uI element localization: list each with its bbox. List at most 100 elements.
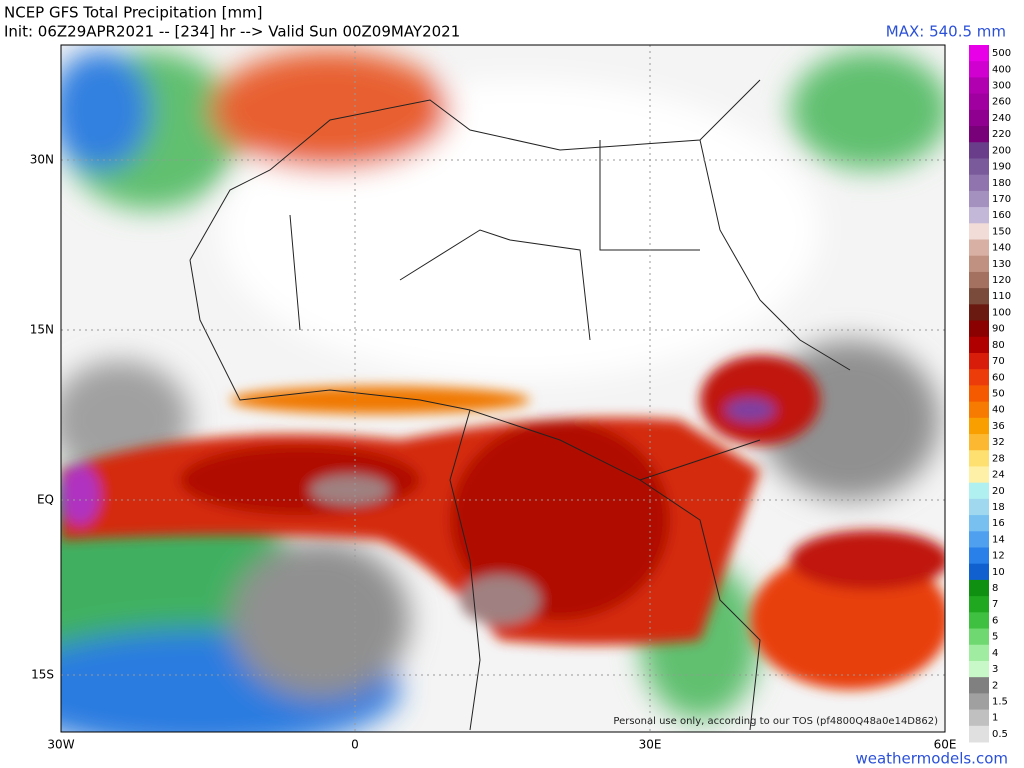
- colorbar-label: 60: [992, 372, 1005, 383]
- colorbar-swatch: [969, 255, 989, 273]
- colorbar-label: 120: [992, 275, 1011, 286]
- colorbar-label: 2: [992, 680, 998, 691]
- colorbar-swatch: [969, 126, 989, 143]
- colorbar-swatch: [969, 45, 989, 62]
- colorbar-label: 6: [992, 615, 998, 626]
- colorbar-swatch: [969, 288, 989, 305]
- colorbar-swatch: [969, 77, 989, 95]
- colorbar-swatch: [969, 515, 989, 532]
- colorbar-swatch: [969, 304, 989, 322]
- colorbar-label: 1: [992, 713, 998, 724]
- colorbar-swatch: [969, 628, 989, 646]
- colorbar-label: 300: [992, 81, 1011, 92]
- colorbar-label: 180: [992, 178, 1011, 189]
- colorbar-swatch: [969, 498, 989, 516]
- colorbar-swatch: [969, 660, 989, 678]
- colorbar-label: 400: [992, 64, 1011, 75]
- colorbar-swatch: [969, 271, 989, 289]
- colorbar-swatch: [969, 61, 989, 78]
- colorbar-label: 170: [992, 194, 1011, 205]
- watermark: Personal use only, according to our TOS …: [613, 716, 938, 727]
- lon-label: 60E: [934, 738, 957, 752]
- colorbar-label: 110: [992, 291, 1011, 302]
- colorbar-swatch: [969, 336, 989, 354]
- colorbar-label: 5: [992, 632, 998, 643]
- colorbar-label: 220: [992, 129, 1011, 140]
- colorbar-label: 24: [992, 470, 1005, 481]
- colorbar-swatch: [969, 466, 989, 484]
- colorbar-swatch: [969, 93, 989, 111]
- colorbar-swatch: [969, 709, 989, 727]
- lat-label: EQ: [37, 493, 54, 507]
- colorbar-label: 190: [992, 162, 1011, 173]
- lon-label: 30W: [47, 738, 74, 752]
- title: NCEP GFS Total Precipitation [mm]: [4, 4, 263, 22]
- colorbar-swatch: [969, 239, 989, 257]
- colorbar-swatch: [969, 320, 989, 338]
- colorbar-label: 80: [992, 340, 1005, 351]
- colorbar-label: 36: [992, 421, 1005, 432]
- precip-field: Personal use only, according to our TOS …: [61, 45, 945, 732]
- colorbar-swatch: [969, 725, 989, 743]
- colorbar-label: 12: [992, 551, 1005, 562]
- colorbar-label: 1.5: [992, 696, 1008, 707]
- colorbar-label: 200: [992, 145, 1011, 156]
- colorbar-label: 7: [992, 599, 998, 610]
- colorbar-swatch: [969, 142, 989, 159]
- colorbar-label: 3: [992, 664, 998, 675]
- borders: [189, 79, 851, 731]
- lat-label: 15S: [31, 668, 54, 682]
- colorbar-swatch: [969, 158, 989, 176]
- colorbar-swatch: [969, 109, 989, 127]
- lat-label: 30N: [30, 153, 54, 167]
- colorbar-swatch: [969, 612, 989, 630]
- colorbar-label: 20: [992, 486, 1005, 497]
- colorbar-swatch: [969, 401, 989, 419]
- colorbar-swatch: [969, 369, 989, 386]
- colorbar-label: 100: [992, 307, 1011, 318]
- colorbar-swatch: [969, 644, 989, 662]
- colorbar-label: 260: [992, 97, 1011, 108]
- site-credit: weathermodels.com: [855, 750, 1008, 768]
- colorbar-swatch: [969, 223, 989, 241]
- colorbar-swatch: [969, 352, 989, 370]
- colorbar-swatch: [969, 596, 989, 613]
- colorbar-label: 40: [992, 405, 1005, 416]
- colorbar-label: 130: [992, 259, 1011, 270]
- graticule: [61, 45, 945, 732]
- colorbar-label: 4: [992, 648, 998, 659]
- colorbar-label: 14: [992, 534, 1005, 545]
- colorbar-label: 0.5: [992, 729, 1008, 740]
- colorbar-label: 500: [992, 48, 1011, 59]
- colorbar-swatch: [969, 190, 989, 208]
- colorbar-label: 90: [992, 324, 1005, 335]
- colorbar-swatch: [969, 547, 989, 565]
- colorbar-swatch: [969, 563, 989, 581]
- colorbar-swatch: [969, 207, 989, 224]
- colorbar-label: 18: [992, 502, 1005, 513]
- colorbar: 5004003002602402202001901801701601501401…: [969, 45, 1011, 743]
- colorbar-swatch: [969, 450, 989, 467]
- lon-label: 30E: [639, 738, 662, 752]
- colorbar-swatch: [969, 434, 989, 451]
- colorbar-swatch: [969, 385, 989, 403]
- colorbar-swatch: [969, 417, 989, 435]
- colorbar-swatch: [969, 482, 989, 500]
- lat-labels: 30N 15N EQ 15S: [30, 153, 54, 682]
- colorbar-label: 240: [992, 113, 1011, 124]
- colorbar-label: 10: [992, 567, 1005, 578]
- colorbar-swatch: [969, 677, 989, 694]
- subtitle: Init: 06Z29APR2021 -- [234] hr --> Valid…: [4, 23, 460, 41]
- colorbar-label: 140: [992, 243, 1011, 254]
- colorbar-swatch: [969, 579, 989, 597]
- colorbar-label: 160: [992, 210, 1011, 221]
- colorbar-label: 70: [992, 356, 1005, 367]
- colorbar-label: 28: [992, 453, 1005, 464]
- lon-labels: 30W 0 30E 60E: [47, 738, 956, 752]
- colorbar-label: 50: [992, 389, 1005, 400]
- colorbar-label: 16: [992, 518, 1005, 529]
- colorbar-swatch: [969, 174, 989, 192]
- lat-label: 15N: [30, 323, 54, 337]
